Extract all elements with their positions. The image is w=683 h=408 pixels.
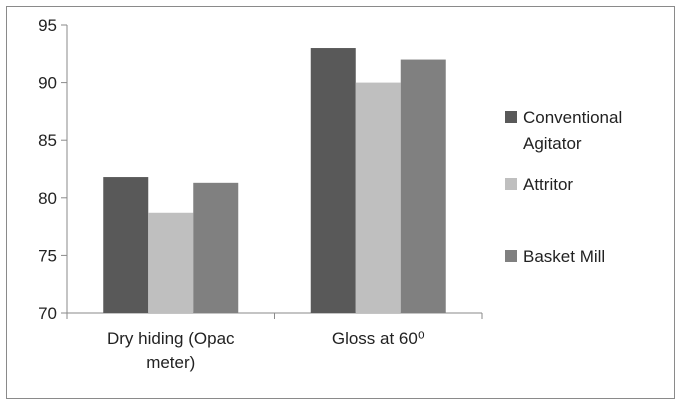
bar-basket-mill-1 — [400, 59, 446, 314]
legend-swatch — [505, 178, 517, 190]
bars — [103, 48, 446, 314]
x-category-labels: Dry hiding (Opac meter) Gloss at 60⁰ — [107, 329, 425, 372]
y-tick-labels: 70 75 80 85 90 95 — [38, 16, 57, 323]
legend-label: Basket Mill — [523, 247, 605, 266]
y-tick-label: 80 — [38, 189, 57, 208]
y-tick-label: 95 — [38, 16, 57, 35]
x-category-label: Dry hiding (Opac meter) — [107, 329, 235, 372]
y-tick-label: 70 — [38, 304, 57, 323]
bar-basket-mill-0 — [193, 182, 239, 313]
y-tick-label: 75 — [38, 246, 57, 265]
legend-label: Conventional Agitator — [523, 108, 622, 153]
bar-attritor-0 — [148, 212, 194, 313]
bar-conventional-agitator-1 — [310, 48, 356, 313]
y-tick-label: 85 — [38, 131, 57, 150]
legend-swatch — [505, 250, 517, 262]
legend-swatch — [505, 111, 517, 123]
legend-label: Attritor — [523, 175, 573, 194]
x-category-label: Gloss at 60⁰ — [332, 329, 425, 348]
y-tick-label: 90 — [38, 74, 57, 93]
bar-conventional-agitator-0 — [103, 177, 149, 313]
bar-attritor-1 — [355, 82, 401, 313]
legend: Conventional Agitator Attritor Basket Mill — [505, 108, 622, 266]
